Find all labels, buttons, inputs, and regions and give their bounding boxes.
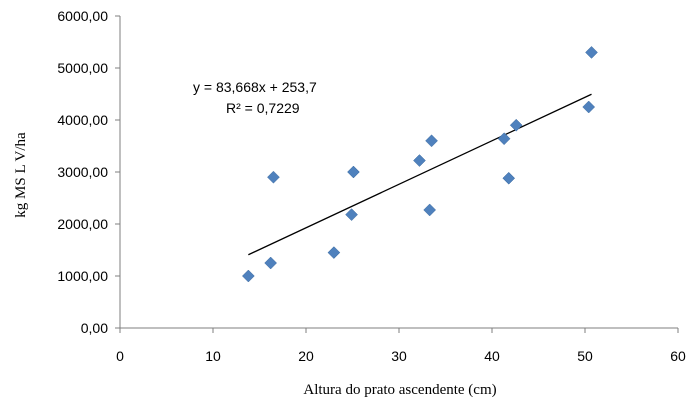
- x-tick-label: 0: [116, 348, 124, 364]
- trendline-equation: y = 83,668x + 253,7: [193, 79, 317, 95]
- y-tick-label: 4000,00: [57, 112, 108, 128]
- y-tick-label: 5000,00: [57, 60, 108, 76]
- data-point: [497, 132, 511, 146]
- data-point: [347, 165, 360, 179]
- x-tick-label: 30: [391, 348, 407, 364]
- data-point: [423, 203, 437, 217]
- data-point: [264, 256, 278, 270]
- y-tick-label: 1000,00: [57, 268, 108, 284]
- y-tick-label: 2000,00: [57, 216, 108, 232]
- x-axis-ticks: 0 10 20 30 40 50 60: [116, 328, 686, 364]
- data-point: [585, 46, 598, 59]
- data-point: [509, 118, 523, 132]
- data-point: [241, 269, 255, 283]
- data-point: [413, 154, 426, 167]
- x-tick-label: 50: [577, 348, 593, 364]
- y-axis-title: kg MS L V/ha: [13, 132, 29, 218]
- trendline: [248, 93, 592, 256]
- x-axis-title: Altura do prato ascendente (cm): [303, 382, 496, 398]
- axes: [119, 16, 678, 329]
- data-point: [345, 208, 358, 221]
- data-point: [267, 170, 280, 184]
- data-point: [582, 100, 596, 114]
- y-axis-ticks: 0,00 1000,00 2000,00 3000,00 4000,00 5000,00 6…: [57, 8, 120, 336]
- x-tick-label: 60: [670, 348, 686, 364]
- x-tick-label: 40: [484, 348, 500, 364]
- x-tick-label: 10: [205, 348, 221, 364]
- data-point: [502, 171, 516, 185]
- r-squared-label: R² = 0,7229: [226, 100, 300, 116]
- data-points: [241, 46, 598, 283]
- y-tick-label: 6000,00: [57, 8, 108, 24]
- x-tick-label: 20: [298, 348, 314, 364]
- y-tick-label: 0,00: [81, 320, 108, 336]
- data-point: [327, 246, 341, 259]
- trendline-group: [248, 93, 592, 256]
- y-tick-label: 3000,00: [57, 164, 108, 180]
- data-point: [425, 134, 438, 148]
